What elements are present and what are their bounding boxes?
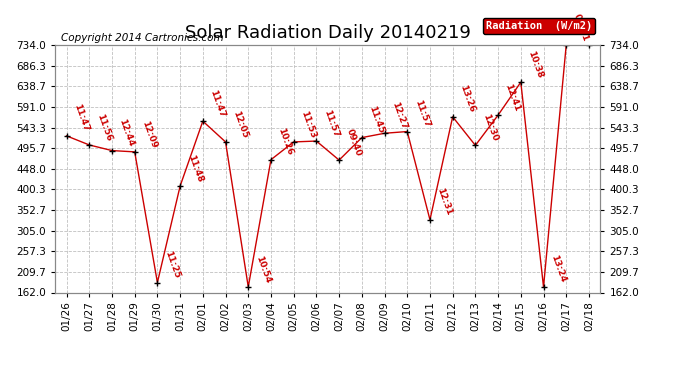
Legend: Radiation  (W/m2): Radiation (W/m2)	[482, 18, 595, 34]
Text: 10:54: 10:54	[254, 254, 272, 284]
Text: 12:09: 12:09	[140, 119, 159, 149]
Text: 11:47: 11:47	[72, 103, 90, 133]
Text: 11:53: 11:53	[299, 109, 317, 139]
Text: 11:45: 11:45	[367, 105, 386, 135]
Text: 11:47: 11:47	[208, 88, 227, 118]
Text: 11:57: 11:57	[413, 99, 431, 129]
Text: 10:38: 10:38	[526, 50, 544, 80]
Text: 11:57: 11:57	[322, 108, 340, 138]
Text: 11:25: 11:25	[163, 250, 181, 280]
Text: 11:48: 11:48	[186, 153, 204, 183]
Text: 12:30: 12:30	[481, 113, 499, 142]
Text: 10:26: 10:26	[277, 127, 295, 157]
Title: Solar Radiation Daily 20140219: Solar Radiation Daily 20140219	[185, 24, 471, 42]
Text: 11:56: 11:56	[95, 112, 113, 142]
Text: 09:40: 09:40	[345, 128, 363, 158]
Text: 12:41: 12:41	[504, 82, 522, 112]
Text: 12:31: 12:31	[435, 187, 454, 217]
Text: 12:05: 12:05	[231, 109, 249, 139]
Text: 12:27: 12:27	[390, 100, 408, 130]
Text: 12:44: 12:44	[117, 118, 136, 148]
Text: Copyright 2014 Cartronics.com: Copyright 2014 Cartronics.com	[61, 33, 224, 42]
Text: 13:24: 13:24	[549, 254, 567, 284]
Text: 13:26: 13:26	[458, 84, 477, 114]
Text: 09:41: 09:41	[572, 12, 590, 42]
